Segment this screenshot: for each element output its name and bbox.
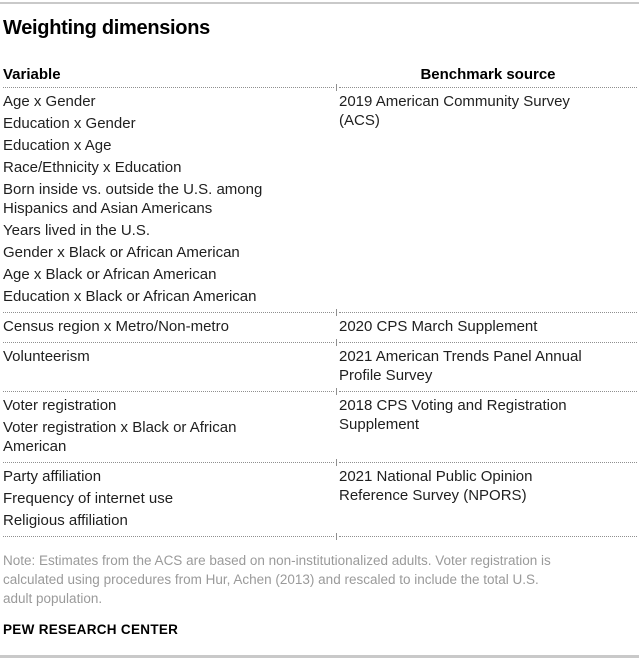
benchmark-cell: 2020 CPS March Supplement bbox=[339, 313, 637, 343]
variable-item: Education x Black or African American bbox=[3, 288, 257, 305]
pew-research-center-label: PEW RESEARCH CENTER bbox=[3, 622, 179, 637]
variable-item: Born inside vs. outside the U.S. among H… bbox=[3, 181, 263, 217]
benchmark-cell: 2018 CPS Voting and Registration Supplem… bbox=[339, 392, 637, 463]
variable-item: Age x Black or African American bbox=[3, 266, 217, 283]
table-row-npors: Party affiliation Frequency of internet … bbox=[3, 463, 637, 540]
variable-item: Voter registration x Black or African Am… bbox=[3, 419, 237, 455]
table-header-row: Variable Benchmark source bbox=[3, 66, 637, 91]
variable-cell: Party affiliation Frequency of internet … bbox=[3, 463, 334, 537]
table-row-cps-voting: Voter registration Voter registration x … bbox=[3, 392, 637, 466]
variable-item: Gender x Black or African American bbox=[3, 244, 240, 261]
variable-item: Volunteerism bbox=[3, 348, 90, 365]
variable-item: Frequency of internet use bbox=[3, 490, 174, 507]
variable-item: Education x Gender bbox=[3, 115, 136, 132]
variable-item: Race/Ethnicity x Education bbox=[3, 159, 182, 176]
column-header-variable: Variable bbox=[3, 66, 334, 88]
variable-item: Religious affiliation bbox=[3, 512, 128, 529]
note-text: Note: Estimates from the ACS are based o… bbox=[3, 553, 551, 606]
variable-cell: Volunteerism bbox=[3, 343, 334, 392]
benchmark-cell: 2019 American Community Survey (ACS) bbox=[339, 88, 637, 313]
variable-cell: Age x Gender Education x Gender Educatio… bbox=[3, 88, 334, 313]
variable-item: Education x Age bbox=[3, 137, 112, 154]
variable-item: Voter registration bbox=[3, 397, 117, 414]
page-title: Weighting dimensions bbox=[3, 17, 210, 39]
variable-cell: Census region x Metro/Non-metro bbox=[3, 313, 334, 343]
table-row-cps-march: Census region x Metro/Non-metro 2020 CPS… bbox=[3, 313, 637, 346]
benchmark-cell: 2021 American Trends Panel Annual Profil… bbox=[339, 343, 637, 392]
benchmark-cell: 2021 National Public Opinion Reference S… bbox=[339, 463, 637, 537]
column-header-benchmark-source: Benchmark source bbox=[339, 66, 637, 88]
variable-item: Party affiliation bbox=[3, 468, 102, 485]
figure-content: Weighting dimensions Variable Benchmark … bbox=[0, 16, 639, 638]
top-divider bbox=[0, 2, 639, 4]
variable-item: Years lived in the U.S. bbox=[3, 222, 151, 239]
variable-item: Age x Gender bbox=[3, 93, 96, 110]
variable-cell: Voter registration Voter registration x … bbox=[3, 392, 334, 463]
variable-item: Census region x Metro/Non-metro bbox=[3, 318, 229, 335]
table-row-acs: Age x Gender Education x Gender Educatio… bbox=[3, 88, 637, 316]
table-row-atp-profile: Volunteerism 2021 American Trends Panel … bbox=[3, 343, 637, 395]
